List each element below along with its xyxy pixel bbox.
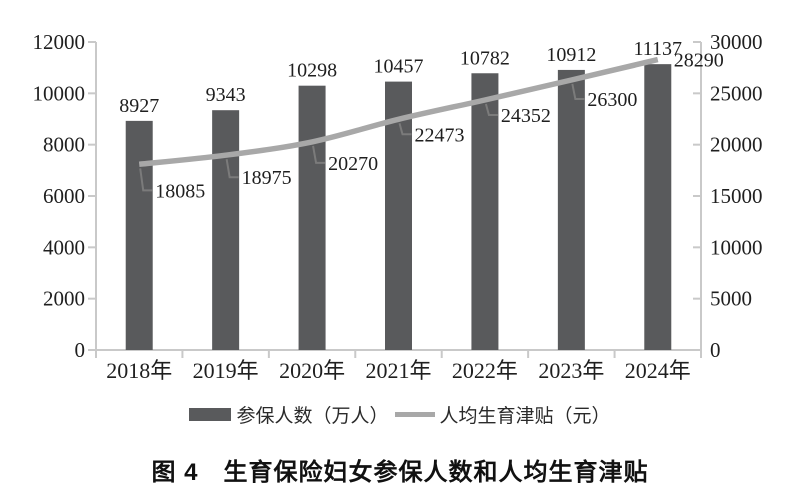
bar-2020年	[298, 85, 326, 351]
y-axis-right-tick-label: 0	[710, 338, 721, 362]
y-axis-left-tick-label: 4000	[43, 235, 85, 259]
y-axis-left-tick-label: 0	[75, 338, 86, 362]
line-label-leader	[139, 168, 153, 192]
bar-2019年	[212, 110, 240, 350]
y-axis-left-tick-label: 12000	[33, 30, 86, 54]
y-axis-right-tick-label: 20000	[710, 133, 763, 157]
combo-chart: 0 2000 4000 6000 8000 10000 12000 0 5000 10000 150…	[33, 30, 763, 383]
line-data-label: 22473	[415, 124, 465, 146]
legend-item-bar-series: 参保人数（万人）	[189, 401, 389, 428]
line-data-label: 24352	[501, 105, 551, 127]
line-data-label: 26300	[587, 89, 637, 111]
line-data-label: 18975	[242, 167, 292, 189]
bar-series-swatch	[189, 408, 232, 421]
bar-data-label: 8927	[119, 95, 159, 117]
x-axis-category-label: 2021年	[365, 358, 431, 383]
legend-label-bar-series: 参保人数（万人）	[236, 406, 389, 427]
x-axis-category-label: 2023年	[538, 358, 604, 383]
bar-2021年	[385, 81, 412, 350]
x-axis-category-label: 2018年	[106, 358, 172, 383]
y-axis-right-tick-label: 10000	[710, 235, 763, 259]
y-axis-left-tick-label: 6000	[43, 184, 85, 208]
y-axis-right-tick-label: 15000	[710, 184, 763, 208]
bar-2022年	[471, 73, 499, 351]
bar-2023年	[557, 69, 585, 351]
bar-data-label: 10912	[546, 44, 596, 66]
line-data-label: 18085	[155, 180, 205, 202]
line-label-leader	[484, 103, 498, 116]
line-label-leader	[571, 83, 585, 100]
y-axis-right-tick-label: 30000	[710, 30, 763, 54]
line-label-leader	[225, 159, 239, 179]
bar-data-label: 10457	[374, 56, 424, 78]
chart-legend: 参保人数（万人） 人均生育津贴（元）	[0, 401, 800, 428]
legend-item-line-series: 人均生育津贴（元）	[394, 401, 611, 428]
line-series-path	[138, 56, 659, 168]
line-label-leader	[398, 123, 412, 136]
bar-data-label: 10782	[460, 47, 510, 69]
y-axis-left-tick-label: 8000	[43, 133, 85, 157]
bar-data-label: 10298	[287, 60, 337, 82]
line-series-swatch	[394, 412, 435, 417]
x-axis-category-label: 2022年	[452, 358, 518, 383]
x-axis-category-label: 2020年	[279, 358, 345, 383]
y-axis-right-tick-label: 25000	[710, 81, 763, 105]
y-axis-right-tick-label: 5000	[710, 287, 752, 311]
x-axis-category-label: 2019年	[193, 358, 259, 383]
y-axis-left-tick-label: 2000	[43, 287, 85, 311]
line-label-leader	[312, 145, 326, 164]
figure-caption: 图 4 生育保险妇女参保人数和人均生育津贴	[151, 459, 649, 486]
bar-data-label: 9343	[206, 84, 246, 106]
y-axis-left-tick-label: 10000	[33, 81, 86, 105]
bar-2024年	[644, 64, 672, 350]
bar-2018年	[125, 120, 153, 351]
x-axis-category-label: 2024年	[625, 358, 691, 383]
line-data-label: 20270	[328, 153, 378, 175]
line-data-label: 28290	[674, 50, 724, 72]
legend-label-line-series: 人均生育津贴（元）	[439, 406, 611, 427]
bar-data-label: 11137	[634, 38, 683, 60]
